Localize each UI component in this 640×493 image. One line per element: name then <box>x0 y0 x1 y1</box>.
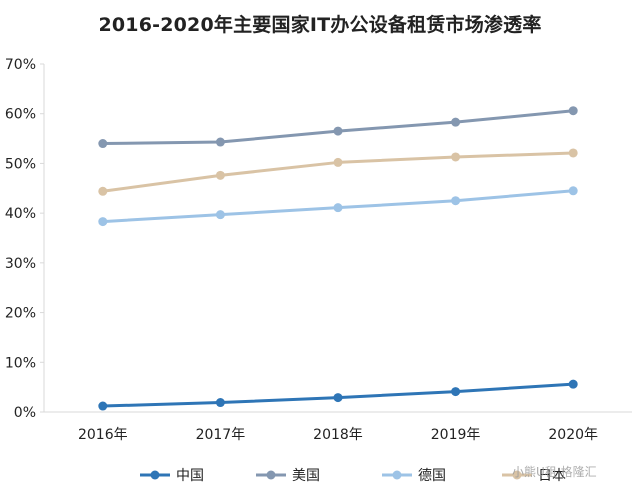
chart-title: 2016-2020年主要国家IT办公设备租赁市场渗透率 <box>98 14 542 36</box>
series-3 <box>98 148 578 196</box>
data-point <box>333 157 343 167</box>
x-tick-label: 2018年 <box>313 427 363 443</box>
data-point <box>451 117 461 127</box>
data-point <box>568 148 578 158</box>
watermark: 小熊U租 格隆汇 <box>512 464 597 479</box>
data-point <box>568 186 578 196</box>
series-0 <box>98 379 578 411</box>
series-layer <box>98 106 578 411</box>
data-point <box>98 186 108 196</box>
y-axis: 0% 10% 20% 30% 40% 50% 60% 70% <box>5 57 45 421</box>
data-point <box>333 203 343 213</box>
y-tick-label: 30% <box>5 256 36 272</box>
y-tick-label: 0% <box>14 405 36 421</box>
legend-marker <box>512 470 522 480</box>
series-2 <box>98 186 578 227</box>
data-point <box>333 126 343 136</box>
data-point <box>451 196 461 206</box>
data-point <box>215 398 225 408</box>
legend-marker <box>150 470 160 480</box>
y-tick-label: 70% <box>5 57 36 73</box>
data-point <box>215 137 225 147</box>
y-tick-label: 20% <box>5 306 36 322</box>
legend-label: 美国 <box>292 468 320 484</box>
data-point <box>568 106 578 116</box>
legend: 中国 美国 德国 日本 <box>140 468 566 484</box>
data-point <box>451 387 461 397</box>
y-tick-label: 60% <box>5 107 36 123</box>
data-point <box>333 393 343 403</box>
data-point <box>98 401 108 411</box>
legend-label: 日本 <box>538 468 566 484</box>
x-axis: 2016年 2017年 2018年 2019年 2020年 <box>44 411 632 443</box>
data-point <box>215 170 225 180</box>
y-tick-label: 10% <box>5 355 36 371</box>
series-1 <box>98 106 578 149</box>
legend-label: 德国 <box>418 468 446 484</box>
x-tick-label: 2019年 <box>431 427 481 443</box>
legend-marker <box>266 470 276 480</box>
data-point <box>98 139 108 149</box>
y-tick-label: 40% <box>5 206 36 222</box>
data-point <box>568 379 578 389</box>
legend-label: 中国 <box>176 468 204 484</box>
x-tick-label: 2016年 <box>78 427 128 443</box>
x-tick-label: 2017年 <box>196 427 246 443</box>
x-tick-label: 2020年 <box>548 427 598 443</box>
y-tick-label: 50% <box>5 156 36 172</box>
data-point <box>451 152 461 162</box>
data-point <box>215 210 225 220</box>
data-point <box>98 217 108 227</box>
legend-marker <box>392 470 402 480</box>
